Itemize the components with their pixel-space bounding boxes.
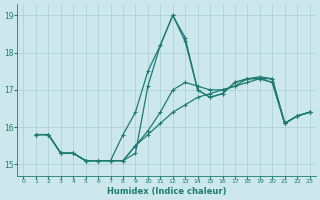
X-axis label: Humidex (Indice chaleur): Humidex (Indice chaleur) (107, 187, 226, 196)
